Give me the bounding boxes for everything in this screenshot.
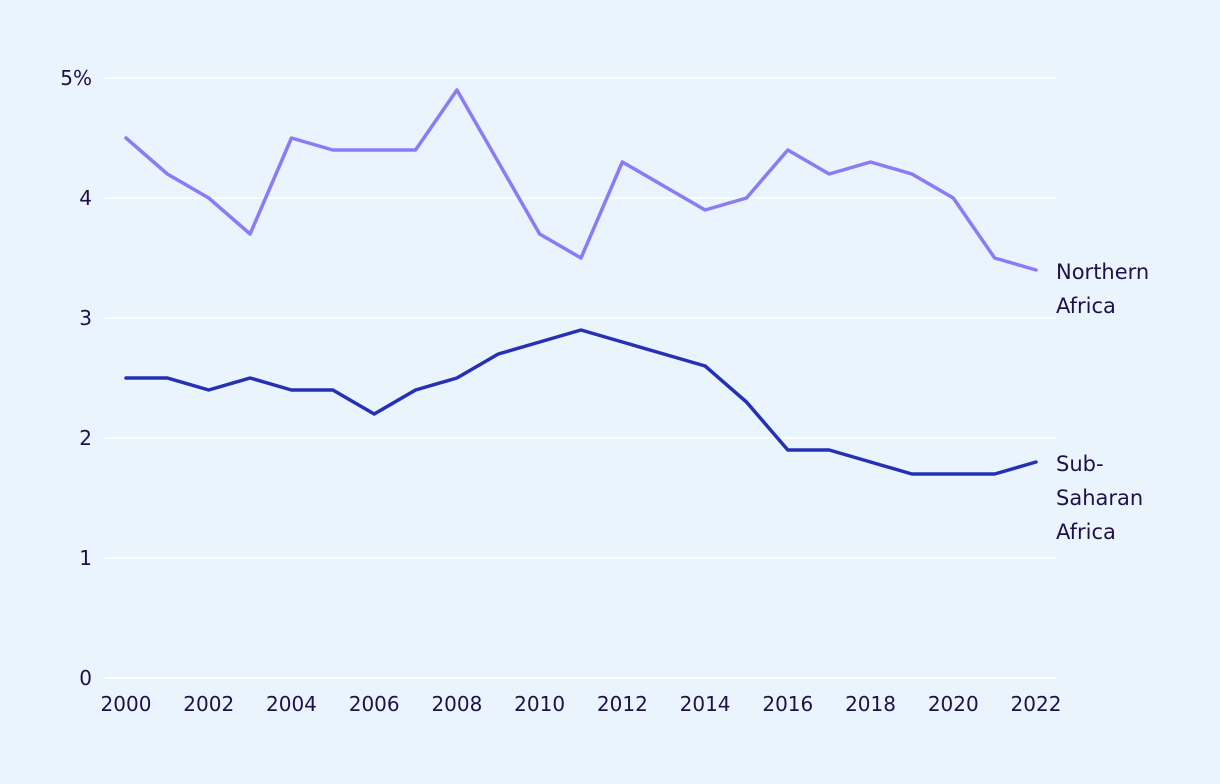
series-label-line: Africa <box>1056 520 1116 544</box>
x-tick-label: 2022 <box>1011 692 1062 716</box>
series-label-line: Northern <box>1056 260 1149 284</box>
y-tick-label: 2 <box>79 426 92 450</box>
gridlines <box>105 77 1056 679</box>
x-tick-label: 2008 <box>431 692 482 716</box>
x-tick-label: 2020 <box>928 692 979 716</box>
series-label-sub-saharan-africa: Sub- Saharan Africa <box>1056 452 1143 544</box>
x-tick-label: 2000 <box>101 692 152 716</box>
x-tick-label: 2010 <box>514 692 565 716</box>
series-label-line: Saharan <box>1056 486 1143 510</box>
x-tick-label: 2018 <box>845 692 896 716</box>
x-tick-label: 2004 <box>266 692 317 716</box>
x-tick-label: 2002 <box>183 692 234 716</box>
series-line-northern-africa <box>124 88 1038 272</box>
y-tick-label: 4 <box>79 186 92 210</box>
x-tick-label: 2016 <box>762 692 813 716</box>
y-tick-label: 0 <box>79 666 92 690</box>
series-lines <box>124 88 1038 476</box>
x-tick-label: 2014 <box>680 692 731 716</box>
x-axis: 2000 2002 2004 2006 2008 2010 2012 2014 2016 2018… <box>101 692 1062 716</box>
y-tick-label: 3 <box>79 306 92 330</box>
x-tick-label: 2012 <box>597 692 648 716</box>
y-axis: 0 1 2 3 4 5% <box>60 66 92 690</box>
series-labels: Northern Africa Sub- Saharan Africa <box>1056 260 1149 544</box>
series-label-line: Sub- <box>1056 452 1104 476</box>
series-line-sub-saharan-africa <box>124 328 1038 476</box>
series-label-northern-africa: Northern Africa <box>1056 260 1149 318</box>
series-label-line: Africa <box>1056 294 1116 318</box>
y-tick-label: 5% <box>60 66 92 90</box>
x-tick-label: 2006 <box>349 692 400 716</box>
y-tick-label: 1 <box>79 546 92 570</box>
